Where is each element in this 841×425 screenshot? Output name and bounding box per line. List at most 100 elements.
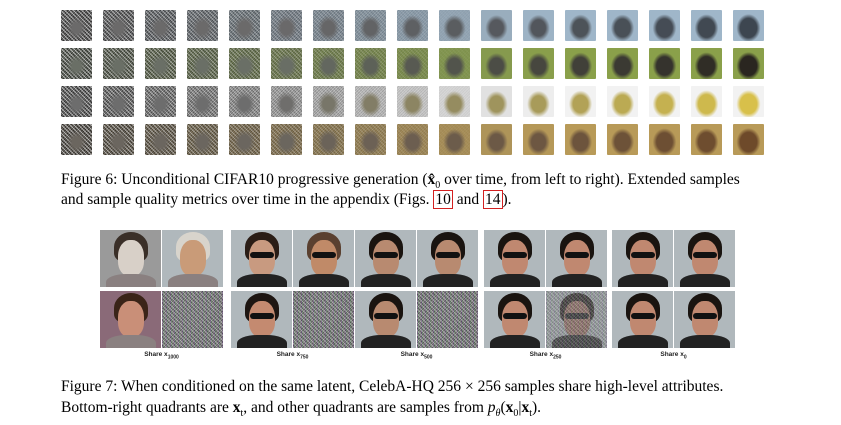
sunglasses (693, 252, 717, 258)
sample-airplane-step-5 (271, 10, 302, 41)
sample-airplane-step-1 (103, 10, 134, 41)
sample-airplane-step-10 (481, 10, 512, 41)
face-sample-0-3 (162, 291, 223, 348)
sample-airplane-step-7 (355, 10, 386, 41)
sunglasses (312, 252, 336, 258)
sample-airplane-step-11 (523, 10, 554, 41)
shoulders (361, 335, 411, 348)
sample-bird-step-13 (607, 86, 638, 117)
figure-7-caption: Figure 7: When conditioned on the same l… (61, 378, 724, 395)
face-sample-3-0 (484, 230, 545, 287)
share-label-1000: Share x1000 (144, 351, 179, 361)
share-label-250: Share x250 (529, 351, 562, 361)
sample-bird-step-12 (565, 86, 596, 117)
sample-bird-step-14 (649, 86, 680, 117)
sample-airplane-step-0 (61, 10, 92, 41)
face-sample-4-0 (612, 230, 673, 287)
sample-dog-step-9 (439, 124, 470, 155)
sample-dog-step-14 (649, 124, 680, 155)
share-label-0: Share x0 (660, 351, 687, 361)
face (630, 240, 656, 276)
sample-dog-step-2 (145, 124, 176, 155)
sample-airplane-step-2 (145, 10, 176, 41)
shoulders (423, 274, 473, 287)
sample-ostrich-step-0 (61, 48, 92, 79)
shoulders (168, 274, 218, 287)
face (630, 301, 656, 337)
figure-6-label: Figure 6: (61, 171, 118, 188)
face-sample-0-2 (100, 291, 161, 348)
sample-group-4 (612, 230, 735, 348)
sample-bird-step-8 (397, 86, 428, 117)
sample-dog-step-4 (229, 124, 260, 155)
sample-dog-step-12 (565, 124, 596, 155)
shoulders (618, 274, 668, 287)
sample-airplane-step-16 (733, 10, 764, 41)
sample-group-3 (484, 230, 607, 348)
sample-dog-step-11 (523, 124, 554, 155)
sample-ostrich-step-10 (481, 48, 512, 79)
figure-6-caption-line-2: and sample quality metrics over time in … (61, 190, 512, 209)
sample-group-2 (355, 230, 478, 348)
sample-ostrich-step-15 (691, 48, 722, 79)
sunglasses (250, 252, 274, 258)
sample-ostrich-step-7 (355, 48, 386, 79)
sample-group-1 (231, 230, 354, 348)
face (249, 240, 275, 276)
sample-bird-step-3 (187, 86, 218, 117)
face (180, 240, 206, 276)
face (311, 240, 337, 276)
face (502, 240, 528, 276)
sunglasses (631, 313, 655, 319)
face-sample-1-0 (231, 230, 292, 287)
sample-ostrich-step-1 (103, 48, 134, 79)
sunglasses (374, 252, 398, 258)
shoulders (237, 335, 287, 348)
sample-ostrich-step-11 (523, 48, 554, 79)
sample-airplane-step-3 (187, 10, 218, 41)
sample-dog-step-8 (397, 124, 428, 155)
sunglasses (503, 313, 527, 319)
sample-airplane-step-6 (313, 10, 344, 41)
sample-ostrich-step-8 (397, 48, 428, 79)
sample-bird-step-16 (733, 86, 764, 117)
figure-6-image-grid (61, 10, 775, 160)
shoulders (106, 335, 156, 348)
face (564, 240, 590, 276)
sample-dog-step-1 (103, 124, 134, 155)
sample-bird-step-7 (355, 86, 386, 117)
sunglasses (631, 252, 655, 258)
shoulders (361, 274, 411, 287)
share-label-500: Share x500 (400, 351, 433, 361)
figure-reference-14[interactable]: 14 (483, 190, 503, 209)
sample-ostrich-step-14 (649, 48, 680, 79)
sample-airplane-step-8 (397, 10, 428, 41)
figure-6-caption: Figure 6: Unconditional CIFAR10 progress… (61, 171, 740, 192)
face-sample-0-1 (162, 230, 223, 287)
sample-ostrich-step-16 (733, 48, 764, 79)
face (249, 301, 275, 337)
face (692, 240, 718, 276)
shoulders (680, 335, 730, 348)
sample-ostrich-step-13 (607, 48, 638, 79)
sample-dog-step-16 (733, 124, 764, 155)
sample-bird-step-0 (61, 86, 92, 117)
face-sample-4-2 (612, 291, 673, 348)
sunglasses (503, 252, 527, 258)
figure-reference-10[interactable]: 10 (433, 190, 453, 209)
face-sample-3-1 (546, 230, 607, 287)
face-sample-3-2 (484, 291, 545, 348)
sample-ostrich-step-4 (229, 48, 260, 79)
shoulders (490, 335, 540, 348)
face (118, 240, 144, 276)
shoulders (680, 274, 730, 287)
sample-bird-step-1 (103, 86, 134, 117)
sample-airplane-step-4 (229, 10, 260, 41)
face (118, 301, 144, 337)
face (373, 301, 399, 337)
sample-dog-step-10 (481, 124, 512, 155)
sample-airplane-step-13 (607, 10, 638, 41)
sample-dog-step-6 (313, 124, 344, 155)
sample-dog-step-0 (61, 124, 92, 155)
sample-dog-step-15 (691, 124, 722, 155)
